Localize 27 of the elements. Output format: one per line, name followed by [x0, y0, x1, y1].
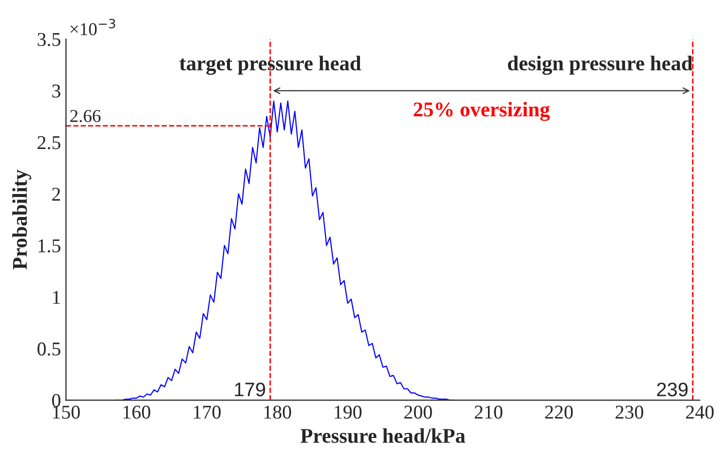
ref-line-label: 2.66 — [70, 110, 101, 122]
y-tick-label: 0 — [52, 394, 60, 408]
ref-line-label: 239 — [657, 382, 688, 396]
annotation: 25% oversizing — [414, 102, 550, 121]
y-tick-label: 2.5 — [38, 136, 60, 150]
y-tick-label: 1.5 — [38, 239, 60, 252]
x-tick-label: 230 — [616, 406, 644, 419]
x-tick-label: 240 — [686, 406, 714, 419]
y-tick-label: 1 — [53, 290, 60, 304]
x-tick-label: 170 — [194, 406, 221, 419]
y-tick-label: 0.5 — [38, 342, 60, 356]
y-tick-label: 3.5 — [38, 32, 60, 46]
y-tick-label: 2 — [52, 188, 60, 201]
text: ×10$^{−3}$ — [70, 18, 116, 36]
annotation: target pressure head — [179, 56, 362, 75]
x-tick-label: 160 — [124, 406, 150, 419]
x-tick-label: 210 — [474, 406, 502, 419]
ref-line-label: 179 — [235, 382, 266, 396]
x-tick-label: 220 — [545, 406, 573, 419]
annotation: design pressure head — [508, 56, 693, 75]
x-axis-title: Pressure head/kPa — [300, 428, 466, 443]
x-tick-label: 190 — [334, 406, 362, 419]
x-tick-label: 200 — [404, 406, 432, 419]
x-tick-label: 180 — [264, 406, 292, 419]
y-tick-label: 3 — [52, 84, 60, 98]
y-axis-title: Probability — [12, 170, 32, 270]
x-tick-label: 150 — [53, 406, 80, 419]
